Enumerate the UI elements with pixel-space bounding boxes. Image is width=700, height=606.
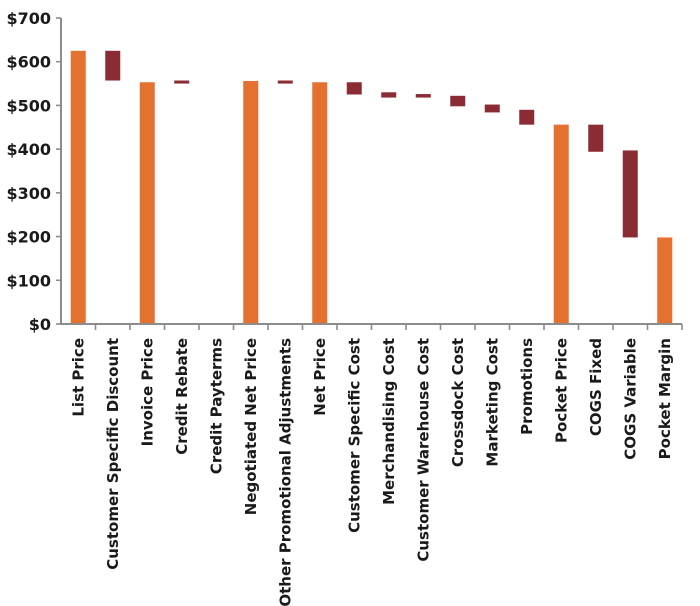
bar-marketing-cost — [484, 104, 500, 113]
x-tick-label-merchandising-cost: Merchandising Cost — [380, 338, 398, 505]
x-tick-label-customer-specific-discount: Customer Specific Discount — [104, 338, 122, 570]
bar-pocket-margin — [657, 237, 673, 324]
bar-pocket-price — [553, 124, 569, 324]
y-ticks-group: $0 $100 $200 $300 $400 $500 $600 $700 — [6, 9, 61, 334]
x-tick-label-customer-specific-cost: Customer Specific Cost — [345, 338, 363, 533]
y-tick-label: $400 — [6, 140, 51, 159]
y-tick-label: $200 — [6, 228, 51, 247]
x-tick-label-pocket-margin: Pocket Margin — [656, 338, 674, 459]
x-tick-label-net-price: Net Price — [311, 338, 329, 416]
y-tick-label: $300 — [6, 184, 51, 203]
x-ticks-group: List Price Customer Specific Discount Invo… — [69, 324, 683, 606]
x-tick-label-promotions: Promotions — [518, 338, 536, 435]
bars-group — [70, 50, 673, 324]
x-tick-label-list-price: List Price — [69, 338, 87, 417]
y-tick-label: $0 — [29, 315, 51, 334]
bar-list-price — [70, 50, 86, 324]
x-tick-label-other-promotional-adjustments: Other Promotional Adjustments — [276, 338, 294, 606]
x-tick-label-cogs-fixed: COGS Fixed — [587, 338, 605, 436]
x-tick-label-negotiated-net-price: Negotiated Net Price — [242, 338, 260, 515]
x-tick-label-pocket-price: Pocket Price — [552, 338, 570, 443]
y-tick-label: $700 — [6, 9, 51, 28]
bar-invoice-price — [139, 82, 155, 324]
x-tick-label-credit-rebate: Credit Rebate — [173, 338, 191, 455]
x-tick-label-marketing-cost: Marketing Cost — [483, 338, 501, 467]
bar-customer-specific-discount — [105, 50, 121, 81]
bar-cogs-fixed — [588, 124, 604, 152]
bar-promotions — [519, 109, 535, 125]
bar-customer-specific-cost — [346, 82, 362, 95]
x-tick-label-customer-warehouse-cost: Customer Warehouse Cost — [414, 338, 432, 562]
bar-customer-warehouse-cost — [415, 94, 431, 98]
x-tick-label-cogs-variable: COGS Variable — [621, 338, 639, 460]
y-tick-label: $500 — [6, 96, 51, 115]
y-tick-label: $100 — [6, 271, 51, 290]
x-tick-label-crossdock-cost: Crossdock Cost — [449, 338, 467, 467]
bar-credit-rebate — [174, 80, 190, 84]
bar-negotiated-net-price — [243, 80, 259, 324]
bar-other-promotional-adjustments — [277, 80, 293, 84]
x-tick-label-credit-payterms: Credit Payterms — [207, 338, 225, 474]
bar-merchandising-cost — [381, 92, 397, 98]
x-tick-label-invoice-price: Invoice Price — [138, 338, 156, 446]
bar-crossdock-cost — [450, 95, 466, 107]
bar-net-price — [312, 82, 328, 324]
y-tick-label: $600 — [6, 53, 51, 72]
bar-cogs-variable — [622, 150, 638, 238]
